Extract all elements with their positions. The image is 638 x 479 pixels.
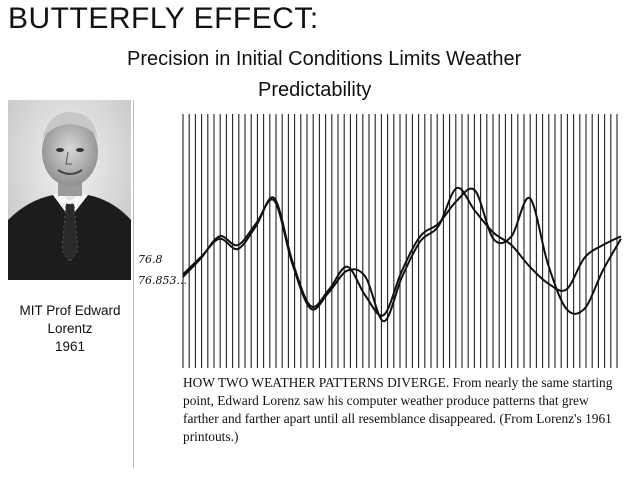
vertical-grid-lines [182, 114, 618, 368]
caption-line3: 1961 [54, 339, 86, 354]
slide-title: BUTTERFLY EFFECT: [8, 2, 319, 35]
series-line-2 [182, 187, 622, 317]
figure-caption: HOW TWO WEATHER PATTERNS DIVERGE. From n… [183, 375, 613, 444]
y-label-76-853: 76.853... [138, 274, 187, 287]
caption-line1: MIT Prof Edward [19, 303, 121, 318]
caption-line2: Lorentz [47, 321, 93, 336]
lorenz-printout-chart [182, 114, 622, 368]
y-label-76-8: 76.8 [138, 253, 163, 266]
portrait-photo [8, 100, 131, 280]
person-photo-icon [8, 100, 131, 280]
slide-subtitle: Precision in Initial Conditions Limits W… [127, 48, 522, 70]
series-lines [182, 186, 622, 323]
slide-subtitle-line2: Predictability [258, 79, 372, 101]
portrait-caption: MIT Prof Edward Lorentz 1961 [6, 302, 134, 356]
series-line-1 [182, 186, 622, 323]
divider-line [133, 100, 134, 468]
